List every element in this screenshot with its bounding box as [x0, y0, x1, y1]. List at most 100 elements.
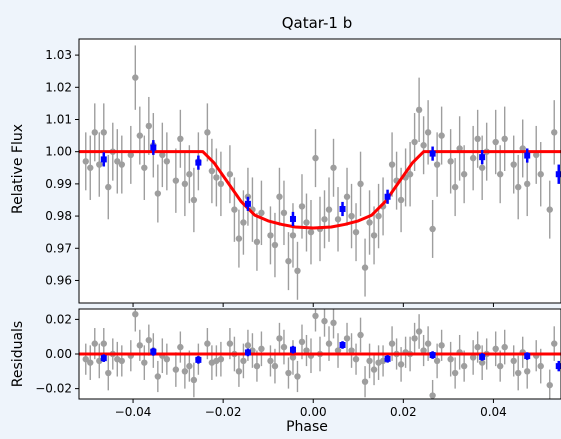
flux-data-point — [231, 206, 238, 213]
residual-data-point — [204, 340, 211, 347]
flux-data-point — [460, 171, 468, 178]
flux-data-point — [267, 232, 274, 239]
residual-binned-point — [384, 355, 391, 362]
residual-data-point — [253, 362, 261, 370]
residual-data-point — [348, 347, 355, 354]
flux-data-point — [501, 135, 508, 143]
flux-data-point — [186, 171, 193, 178]
residual-binned-point — [524, 353, 531, 360]
residual-data-point — [136, 342, 144, 349]
top-y-axis-label: Relative Flux — [10, 124, 26, 214]
residual-data-point — [154, 373, 162, 380]
flux-data-point — [177, 135, 184, 143]
flux-data-point — [424, 129, 432, 136]
bottom-y-axis-label: Residuals — [10, 321, 26, 387]
flux-data-point — [474, 135, 481, 143]
residual-data-point — [87, 359, 94, 366]
flux-data-point — [285, 257, 292, 265]
residual-binned-point — [150, 348, 157, 355]
residual-data-point — [366, 357, 373, 365]
flux-data-point — [406, 171, 414, 178]
flux-data-point — [492, 138, 499, 146]
residual-data-point — [357, 331, 364, 339]
flux-data-point — [330, 164, 337, 171]
flux-data-point — [478, 164, 486, 171]
flux-data-point — [96, 161, 103, 168]
residual-x-tick-label: −0.02 — [205, 405, 242, 419]
flux-data-point — [515, 183, 522, 191]
flux-data-point — [154, 190, 162, 197]
flux-y-tick-label: 0.97 — [45, 241, 72, 255]
residual-data-point — [388, 340, 396, 347]
residual-data-point — [91, 340, 98, 347]
residual-data-point — [226, 340, 234, 347]
flux-data-point — [253, 238, 261, 246]
flux-data-point — [298, 203, 306, 210]
flux-data-point — [208, 167, 216, 175]
flux-y-tick-label: 0.98 — [45, 209, 72, 223]
flux-data-point — [312, 154, 319, 162]
residual-data-point — [267, 357, 274, 365]
flux-data-point — [141, 164, 148, 171]
flux-data-point — [294, 267, 301, 275]
flux-data-point — [397, 196, 405, 204]
residual-data-point — [361, 378, 369, 385]
residual-data-point — [537, 362, 544, 370]
residual-data-point — [420, 347, 427, 354]
residual-data-point — [411, 335, 418, 342]
flux-binned-point — [244, 200, 251, 207]
flux-data-point — [145, 122, 153, 130]
residual-data-point — [100, 340, 107, 347]
residual-data-point — [501, 343, 508, 351]
flux-data-point — [217, 180, 225, 188]
flux-data-point — [343, 193, 351, 200]
flux-data-point — [357, 180, 364, 188]
flux-data-point — [163, 158, 171, 165]
residual-data-point — [370, 366, 378, 373]
residual-data-point — [285, 369, 292, 377]
residual-data-point — [289, 354, 297, 361]
residual-data-point — [190, 376, 198, 384]
flux-binned-point — [100, 156, 107, 163]
flux-data-point — [469, 154, 477, 162]
flux-data-point — [100, 129, 107, 136]
residual-data-point — [469, 354, 477, 361]
flux-data-point — [551, 129, 558, 136]
residual-data-point — [240, 357, 247, 365]
residual-data-point — [105, 369, 112, 377]
flux-binned-point — [289, 215, 296, 222]
residual-data-point — [330, 319, 337, 327]
flux-panel: 0.96 0.97 0.98 0.99 1.00 1.01 1.02 1.03 — [45, 38, 561, 307]
residual-data-point — [447, 355, 454, 363]
flux-data-point — [307, 228, 315, 236]
flux-y-tick-label: 0.96 — [45, 273, 72, 287]
flux-data-point — [447, 158, 454, 165]
flux-y-tick-label: 1.00 — [45, 145, 72, 159]
flux-data-point — [429, 225, 436, 233]
flux-data-point — [172, 177, 180, 184]
residual-data-point — [82, 355, 89, 363]
flux-binned-point — [339, 205, 346, 212]
residual-data-point — [397, 361, 405, 368]
flux-data-point — [258, 209, 265, 217]
residual-data-point — [118, 357, 125, 365]
residual-data-point — [298, 338, 306, 346]
flux-data-point — [190, 196, 198, 204]
flux-data-point — [204, 129, 211, 136]
residual-data-point — [524, 368, 531, 375]
residual-binned-point — [479, 353, 486, 360]
residual-data-point — [415, 328, 423, 335]
residual-data-point — [132, 310, 139, 318]
residual-data-point — [177, 343, 184, 351]
flux-data-point — [127, 151, 135, 159]
flux-data-point — [87, 164, 94, 171]
residual-data-point — [343, 335, 351, 342]
flux-data-point — [118, 161, 125, 168]
flux-binned-point — [429, 150, 436, 157]
flux-data-point — [415, 106, 423, 114]
flux-binned-point — [195, 159, 202, 166]
flux-data-point — [181, 180, 189, 188]
residual-binned-point — [244, 349, 251, 356]
flux-data-point — [114, 158, 121, 165]
